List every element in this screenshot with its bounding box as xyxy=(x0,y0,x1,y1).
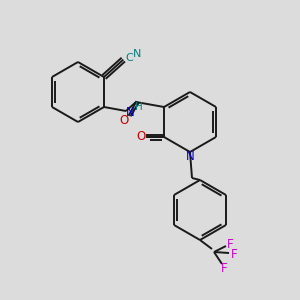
Text: H: H xyxy=(135,102,143,112)
Text: N: N xyxy=(126,106,134,118)
Text: F: F xyxy=(227,238,233,250)
Text: C: C xyxy=(125,52,133,63)
Text: O: O xyxy=(119,113,129,127)
Text: F: F xyxy=(221,262,227,275)
Text: N: N xyxy=(186,151,194,164)
Text: N: N xyxy=(133,49,142,58)
Text: O: O xyxy=(136,130,146,143)
Text: F: F xyxy=(231,248,237,260)
